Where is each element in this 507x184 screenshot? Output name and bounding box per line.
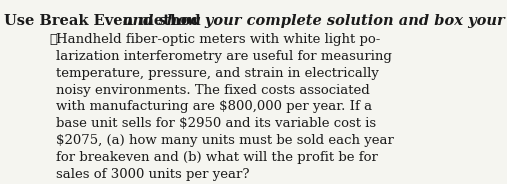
Text: for breakeven and (b) what will the profit be for: for breakeven and (b) what will the prof… xyxy=(56,151,378,164)
Text: noisy environments. The fixed costs associated: noisy environments. The fixed costs asso… xyxy=(56,84,370,97)
Text: and show your complete solution and box your answers.: and show your complete solution and box … xyxy=(124,14,507,28)
Text: larization interferometry are useful for measuring: larization interferometry are useful for… xyxy=(56,50,392,63)
Text: ❘: ❘ xyxy=(49,33,57,46)
Text: Use Break Even method: Use Break Even method xyxy=(4,14,205,28)
Text: temperature, pressure, and strain in electrically: temperature, pressure, and strain in ele… xyxy=(56,67,379,80)
Text: sales of 3000 units per year?: sales of 3000 units per year? xyxy=(56,167,249,181)
Text: $2075, (a) how many units must be sold each year: $2075, (a) how many units must be sold e… xyxy=(56,134,394,147)
Text: Handheld fiber-optic meters with white light po-: Handheld fiber-optic meters with white l… xyxy=(56,33,381,46)
Text: base unit sells for $2950 and its variable cost is: base unit sells for $2950 and its variab… xyxy=(56,117,376,130)
Text: with manufacturing are $800,000 per year. If a: with manufacturing are $800,000 per year… xyxy=(56,100,372,113)
